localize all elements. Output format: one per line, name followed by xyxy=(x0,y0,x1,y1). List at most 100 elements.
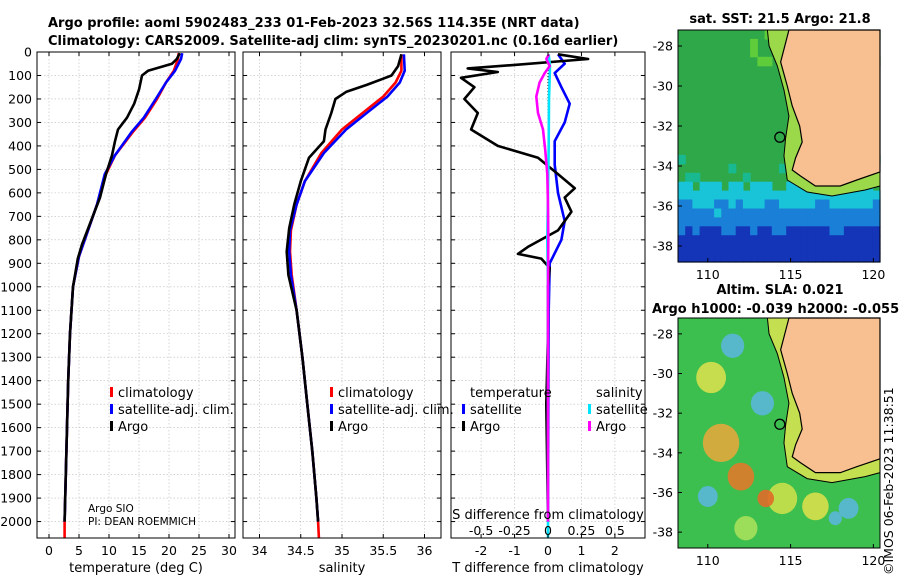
sst-cell xyxy=(829,226,838,236)
sst-cell xyxy=(728,199,737,209)
sst-cell xyxy=(685,208,693,218)
sst-cell xyxy=(793,217,802,227)
map-lat-label: -38 xyxy=(653,239,673,254)
sst-map: 110 115 120 -28 -30 -32 -34 -36 -38 xyxy=(653,29,885,282)
sst-cell xyxy=(815,226,823,236)
sst-cell xyxy=(807,253,816,263)
sst-cell xyxy=(851,235,859,245)
y-tick-label: 1600 xyxy=(0,420,32,435)
x-tick-label: 36 xyxy=(417,543,433,558)
sst-cell xyxy=(721,208,730,218)
sst-cell xyxy=(872,226,881,236)
sst-cell xyxy=(714,199,722,209)
sst-cell xyxy=(771,208,780,218)
sst-cell xyxy=(678,181,686,192)
legend-swatch-s-argo xyxy=(588,421,591,431)
sst-cell xyxy=(865,217,874,227)
sst-cell xyxy=(829,199,838,209)
sst-cell xyxy=(858,199,867,209)
legend-swatch-climatology xyxy=(110,387,113,397)
sst-cell xyxy=(836,244,845,254)
sst-cell xyxy=(764,56,773,67)
sst-cell xyxy=(678,217,686,227)
sst-cell xyxy=(714,244,722,254)
sst-cell xyxy=(786,199,794,209)
sst-cell xyxy=(685,190,693,201)
sst-cell xyxy=(851,253,859,263)
sst-cell xyxy=(728,226,737,236)
sst-cell xyxy=(779,208,787,218)
series-salinity-argo xyxy=(534,53,552,522)
sst-cell xyxy=(815,190,823,201)
sst-cell xyxy=(851,226,859,236)
sst-cell xyxy=(706,244,715,254)
sst-cell xyxy=(685,217,693,227)
x-tick-label: -2 xyxy=(475,543,487,558)
sst-cell xyxy=(807,199,816,209)
sst-cell xyxy=(764,217,773,227)
sst-cell xyxy=(706,253,715,263)
sst-cell xyxy=(764,190,773,201)
y-tick-label: 1200 xyxy=(0,326,32,341)
map-lon-label: 110 xyxy=(696,267,720,282)
x-tick-label: 15 xyxy=(131,543,147,558)
y-tick-label: 700 xyxy=(8,209,32,224)
sst-cell xyxy=(858,235,867,245)
sst-cell xyxy=(822,235,831,245)
sst-cell xyxy=(815,253,823,263)
sst-cell xyxy=(771,235,780,245)
sst-cell xyxy=(764,199,773,209)
sst-cell xyxy=(822,208,831,218)
sst-cell xyxy=(699,253,708,263)
y-tick-label: 800 xyxy=(8,232,32,247)
sst-cell xyxy=(786,244,794,254)
sla-anomaly xyxy=(696,361,727,394)
sst-cell xyxy=(793,208,802,218)
sst-cell xyxy=(692,253,701,263)
sst-cell xyxy=(836,208,845,218)
difference-salinity-legend: salinity satellite Argo xyxy=(588,386,648,435)
legend-label-satellite: satellite-adj. clim. xyxy=(338,403,454,418)
sla-anomaly xyxy=(757,489,775,508)
x2-tick-label: -0.5 xyxy=(469,523,493,538)
sst-cell xyxy=(829,217,838,227)
sst-cell xyxy=(714,190,722,201)
map-lat-label: -38 xyxy=(653,525,673,540)
x-axis-label: temperature (deg C) xyxy=(69,561,203,576)
legend-swatch-satellite xyxy=(330,404,333,414)
x2-tick-label: 0.5 xyxy=(605,523,625,538)
sst-cell xyxy=(750,244,758,254)
sst-cell xyxy=(728,244,737,254)
watermark: ©IMOS 06-Feb-2023 11:38:51 xyxy=(881,387,896,575)
sst-cell xyxy=(836,226,845,236)
sst-cell xyxy=(706,208,715,218)
sst-cell xyxy=(721,244,730,254)
x-tick-label: 35.5 xyxy=(369,543,397,558)
map-lat-label: -30 xyxy=(653,366,673,381)
sst-cell xyxy=(692,235,701,245)
sst-cell xyxy=(750,38,758,49)
x2-tick-label: 0 xyxy=(544,523,552,538)
sst-cell xyxy=(865,208,874,218)
sst-cell xyxy=(807,190,816,201)
x-tick-label: 5 xyxy=(75,543,83,558)
sst-cell xyxy=(757,235,766,245)
argo-pi: PI: DEAN ROEMMICH xyxy=(88,516,196,528)
sst-cell xyxy=(779,199,787,209)
sst-cell xyxy=(865,190,874,201)
sst-cell xyxy=(836,190,845,201)
map-lon-label: 120 xyxy=(861,553,885,568)
sst-cell xyxy=(750,217,758,227)
x2-tick-label: -0.25 xyxy=(498,523,530,538)
y-tick-label: 1900 xyxy=(0,491,32,506)
sst-cell xyxy=(699,190,708,201)
sst-cell xyxy=(779,235,787,245)
sst-cell xyxy=(735,190,744,201)
sst-cell xyxy=(793,244,802,254)
difference-panel: -2 -1 0 1 2 T difference from climatology S di… xyxy=(450,51,646,576)
map-lon-label: 115 xyxy=(779,267,803,282)
x-tick-label: 35 xyxy=(334,543,350,558)
sst-cell xyxy=(779,244,787,254)
sst-cell xyxy=(750,253,758,263)
shelf-contour xyxy=(766,317,881,484)
